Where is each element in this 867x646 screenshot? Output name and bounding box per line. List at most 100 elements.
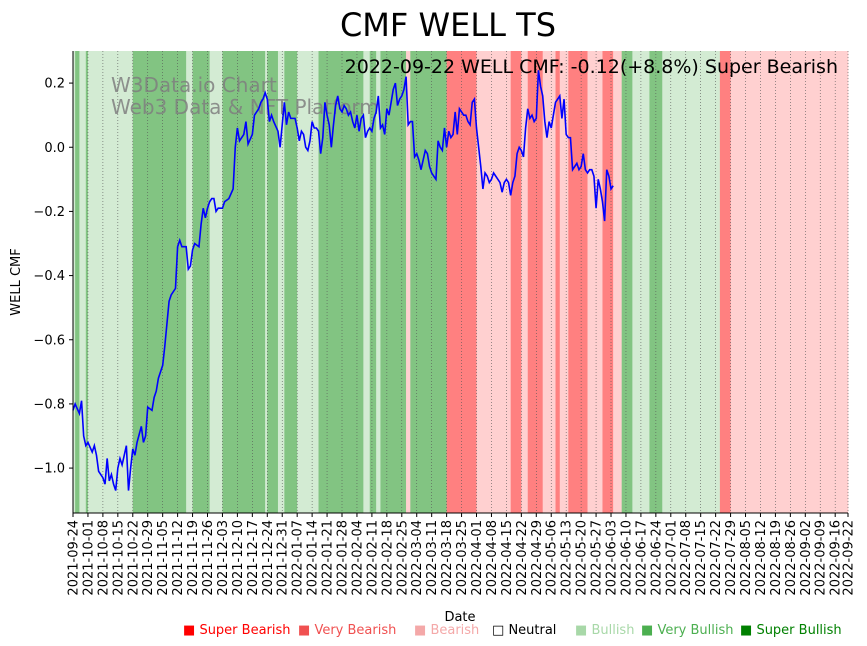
sentiment-band xyxy=(613,51,622,513)
legend-label: Very Bullish xyxy=(657,623,733,638)
x-tick-label: 2021-10-08 xyxy=(96,520,111,596)
x-tick-label: 2022-04-29 xyxy=(530,520,545,596)
x-tick-label: 2022-03-04 xyxy=(410,520,425,596)
x-tick-label: 2021-11-05 xyxy=(156,520,171,596)
chart-title: CMF WELL TS xyxy=(340,6,556,44)
legend-marker: □ xyxy=(492,623,504,638)
legend-marker: ■ xyxy=(298,623,310,638)
x-tick-label: 2022-05-06 xyxy=(545,520,560,596)
sentiment-band xyxy=(621,51,633,513)
sentiment-band xyxy=(476,51,511,513)
x-ticks: 2021-09-24 2021-10-01 2021-10-08 2021-10-15… xyxy=(67,513,857,596)
x-tick-label: 2022-03-11 xyxy=(425,520,440,596)
x-tick-label: 2022-02-04 xyxy=(350,520,365,596)
x-tick-label: 2022-06-03 xyxy=(605,520,620,596)
legend-very-bearish: ■ Very Bearish xyxy=(298,623,396,638)
sentiment-band xyxy=(87,51,134,513)
y-tick-label: −0.4 xyxy=(33,269,65,284)
x-tick-label: 2022-05-20 xyxy=(575,520,590,596)
x-tick-label: 2022-07-15 xyxy=(694,520,709,596)
y-tick-label: 0.2 xyxy=(44,77,65,92)
x-tick-label: 2021-10-22 xyxy=(126,520,141,596)
legend-super-bullish: ■ Super Bullish xyxy=(740,623,842,638)
sentiment-band xyxy=(192,51,210,513)
sentiment-band xyxy=(719,51,731,513)
sentiment-band xyxy=(542,51,556,513)
sentiment-band xyxy=(527,51,543,513)
x-tick-label: 2022-03-18 xyxy=(440,520,455,596)
x-tick-label: 2022-08-26 xyxy=(784,520,799,596)
x-tick-label: 2022-09-16 xyxy=(829,520,844,596)
x-tick-label: 2022-07-22 xyxy=(709,520,724,596)
cmf-series-line xyxy=(72,70,614,491)
sentiment-band xyxy=(363,51,371,513)
sentiment-band xyxy=(521,51,529,513)
x-tick-label: 2022-01-21 xyxy=(321,520,336,596)
sentiment-band xyxy=(318,51,364,513)
legend-bearish: ■ Bearish xyxy=(414,623,479,638)
legend-label: Bearish xyxy=(430,623,479,638)
y-tick-label: −1.0 xyxy=(33,462,65,477)
x-tick-label: 2021-11-12 xyxy=(171,520,186,596)
y-tick-label: 0.0 xyxy=(44,141,65,156)
sentiment-band xyxy=(662,51,721,513)
sentiment-band xyxy=(730,51,849,513)
x-tick-label: 2021-12-31 xyxy=(276,520,291,596)
sentiment-band xyxy=(559,51,569,513)
x-tick-label: 2022-09-09 xyxy=(814,520,829,596)
legend-label: Super Bullish xyxy=(756,623,841,638)
x-tick-label: 2022-07-29 xyxy=(724,520,739,596)
x-tick-label: 2022-04-15 xyxy=(500,520,515,596)
sentiment-band xyxy=(510,51,522,513)
legend-marker: ■ xyxy=(575,623,587,638)
x-tick-label: 2022-02-11 xyxy=(365,520,380,596)
x-tick-label: 2022-01-07 xyxy=(291,520,306,596)
x-tick-label: 2022-06-17 xyxy=(634,520,649,596)
legend-marker: ■ xyxy=(183,623,195,638)
x-tick-label: 2022-02-25 xyxy=(395,520,410,596)
sentiment-band xyxy=(75,51,80,513)
sentiment-band xyxy=(369,51,377,513)
legend-label: Neutral xyxy=(508,623,556,638)
sentiment-band xyxy=(587,51,603,513)
watermark-line-1: W3Data.io Chart xyxy=(111,73,277,97)
legend-marker: ■ xyxy=(414,623,426,638)
legend-very-bullish: ■ Very Bullish xyxy=(641,623,734,638)
sentiment-band xyxy=(277,51,285,513)
x-tick-label: 2022-03-25 xyxy=(455,520,470,596)
sentiment-bands xyxy=(73,51,849,513)
sentiment-band xyxy=(410,51,447,513)
y-axis-label: WELL CMF xyxy=(9,248,24,315)
sentiment-band xyxy=(284,51,298,513)
legend-marker: ■ xyxy=(740,623,752,638)
x-tick-label: 2022-07-01 xyxy=(664,520,679,596)
x-tick-label: 2022-09-22 xyxy=(842,520,857,596)
sentiment-band xyxy=(406,51,411,513)
x-tick-label: 2022-08-12 xyxy=(754,520,769,596)
sentiment-band xyxy=(555,51,561,513)
x-tick-label: 2021-09-24 xyxy=(67,520,82,596)
x-tick-label: 2022-07-08 xyxy=(679,520,694,596)
y-ticks: 0.2 0.0 −0.2 −0.4 −0.6 −0.8 −1.0 xyxy=(33,77,73,477)
x-tick-label: 2022-06-24 xyxy=(649,520,664,596)
watermark: W3Data.io Chart Web3 Data & NFT Platform xyxy=(111,73,379,119)
sentiment-band xyxy=(265,51,268,513)
sentiment-band xyxy=(79,51,87,513)
x-tick-label: 2021-12-03 xyxy=(216,520,231,596)
y-tick-label: −0.8 xyxy=(33,397,65,412)
x-tick-label: 2021-12-24 xyxy=(261,520,276,596)
sentiment-band xyxy=(132,51,187,513)
sentiment-band xyxy=(380,51,407,513)
x-tick-label: 2021-12-17 xyxy=(246,520,261,596)
sentiment-band xyxy=(297,51,319,513)
x-tick-label: 2022-05-27 xyxy=(590,520,605,596)
sentiment-band xyxy=(209,51,223,513)
x-tick-label: 2022-01-14 xyxy=(306,520,321,596)
sentiment-band xyxy=(222,51,266,513)
x-tick-label: 2021-10-29 xyxy=(141,520,156,596)
x-tick-label: 2021-11-26 xyxy=(201,520,216,596)
x-tick-label: 2022-04-22 xyxy=(515,520,530,596)
sentiment-band xyxy=(85,51,89,513)
x-tick-label: 2021-12-10 xyxy=(231,520,246,596)
legend-super-bearish: ■ Super Bearish xyxy=(183,623,291,638)
